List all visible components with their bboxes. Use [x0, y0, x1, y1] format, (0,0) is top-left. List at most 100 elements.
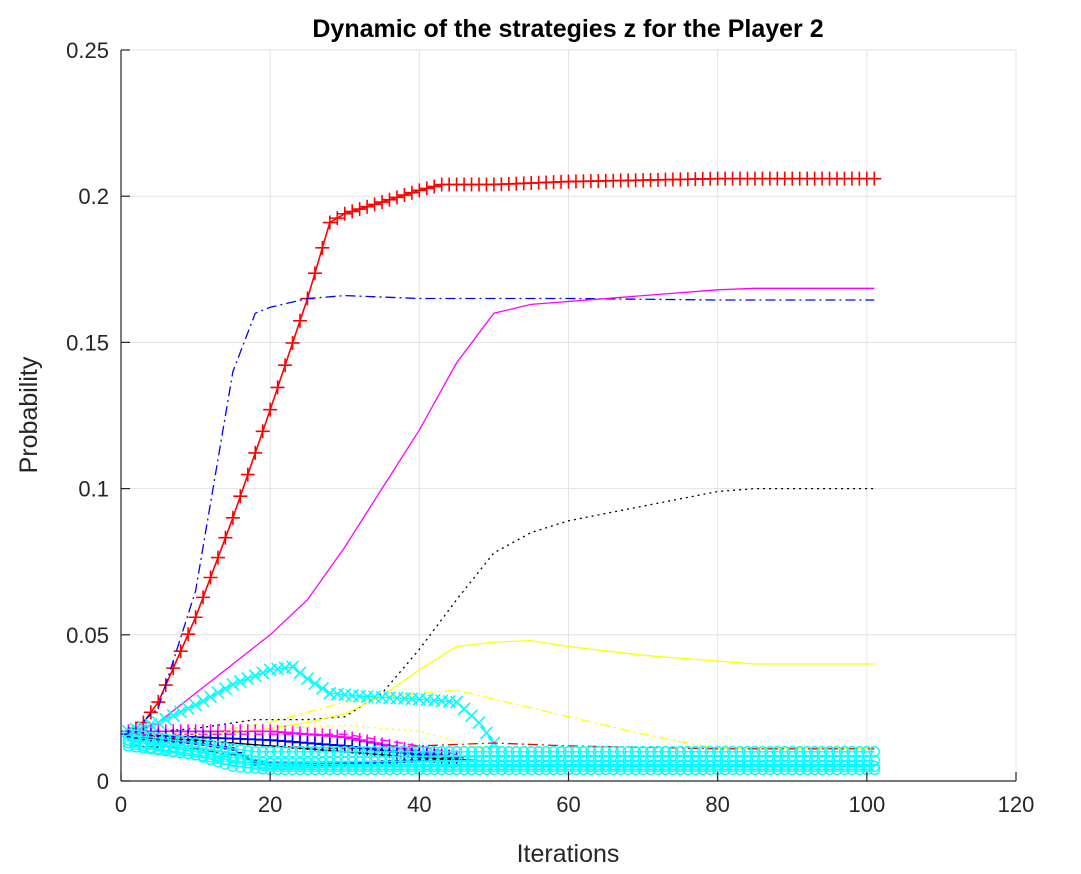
series-18-marker-70 — [644, 760, 657, 773]
series-18-marker-66 — [615, 760, 627, 773]
series-17-marker-86 — [764, 763, 776, 776]
series-18-marker-41 — [428, 760, 440, 773]
series-17-marker-53 — [518, 763, 530, 776]
series-17-marker-51 — [503, 763, 515, 776]
series-15-marker-22 — [286, 746, 299, 758]
series-18-marker-90 — [794, 760, 806, 773]
series-17-marker-77 — [697, 763, 709, 776]
series-16-marker-57 — [547, 754, 560, 767]
series-18-marker-59 — [562, 760, 575, 773]
series-15-marker-11 — [204, 739, 217, 752]
series-18-marker-5 — [160, 745, 172, 757]
series-18-marker-50 — [495, 760, 508, 773]
series-18-marker-21 — [279, 760, 291, 773]
series-17-marker-83 — [741, 763, 754, 776]
series-18-marker-75 — [682, 760, 694, 773]
series-18-marker-40 — [421, 760, 433, 773]
series-16-marker-47 — [473, 754, 485, 767]
series-18-marker-17 — [249, 758, 261, 770]
series-16-marker-63 — [592, 754, 605, 767]
series-18-marker-57 — [547, 760, 560, 773]
series-17-marker-93 — [816, 763, 828, 776]
series-17-marker-48 — [480, 763, 493, 776]
series-18-marker-22 — [286, 760, 299, 773]
series-18-marker-93 — [816, 760, 828, 773]
series-18-marker-39 — [413, 760, 426, 773]
series-17-marker-40 — [421, 763, 433, 776]
series-0-marker-20 — [270, 380, 285, 395]
series-17-marker-85 — [756, 763, 769, 776]
series-17-marker-50 — [495, 763, 508, 776]
series-0-marker-35 — [382, 192, 397, 207]
series-16-marker-79 — [711, 754, 724, 767]
series-15-marker-85 — [756, 746, 769, 758]
series-6-marker-4 — [151, 715, 165, 730]
series-6-marker-9 — [189, 698, 203, 712]
series-16-marker-81 — [726, 754, 739, 767]
series-17-marker-35 — [383, 763, 396, 776]
series-18-marker-23 — [294, 760, 306, 773]
series-17-marker-72 — [659, 763, 672, 776]
series-16-marker-54 — [525, 754, 537, 767]
series-17-marker-44 — [450, 763, 463, 776]
series-18-marker-89 — [786, 760, 798, 773]
series-line-3 — [128, 487, 875, 735]
series-18-marker-18 — [257, 759, 269, 771]
series-1 — [128, 294, 875, 735]
series-15-marker-56 — [540, 746, 552, 758]
series-18-marker-31 — [353, 760, 366, 773]
series-15-marker-74 — [674, 746, 687, 758]
series-15-marker-19 — [264, 746, 276, 758]
series-16-marker-87 — [771, 754, 784, 767]
series-6-marker-23 — [293, 666, 307, 680]
series-15-marker-83 — [741, 746, 754, 758]
series-0-marker-13 — [218, 530, 233, 545]
series-17-marker-25 — [309, 763, 321, 776]
series-15-marker-57 — [547, 746, 560, 758]
series-16-marker-42 — [436, 755, 448, 767]
series-16-marker-51 — [503, 754, 515, 767]
series-15-marker-92 — [808, 746, 821, 758]
series-15-marker-76 — [689, 746, 701, 758]
x-tick-label-5: 100 — [848, 792, 885, 817]
y-tick-label-4: 0.2 — [78, 184, 109, 209]
series-17-marker-58 — [555, 763, 567, 776]
y-axis-label: Probability — [15, 356, 43, 473]
series-line-4 — [128, 639, 875, 738]
series-15-marker-95 — [831, 746, 843, 758]
series-0-marker-31 — [352, 202, 367, 217]
series-18-marker-46 — [465, 760, 478, 773]
series-15-marker-78 — [704, 746, 716, 758]
series-18-marker-43 — [443, 760, 455, 773]
series-17 — [122, 737, 880, 776]
series-0-marker-25 — [307, 266, 322, 281]
series-6-marker-24 — [300, 672, 315, 686]
series-15-marker-80 — [719, 746, 731, 758]
series-17-marker-36 — [391, 763, 403, 776]
series-18-marker-96 — [838, 760, 851, 773]
series-18-marker-33 — [368, 760, 381, 773]
series-18-marker-99 — [861, 760, 873, 773]
series-15-marker-93 — [816, 746, 828, 758]
series-17-marker-96 — [838, 763, 851, 776]
series-16-marker-59 — [562, 754, 575, 767]
series-15-marker-5 — [160, 733, 172, 745]
series-18-marker-63 — [592, 760, 605, 773]
series-16-marker-78 — [704, 754, 716, 767]
series-17-marker-23 — [294, 763, 306, 776]
series-18-marker-36 — [391, 760, 403, 773]
series-15-marker-90 — [794, 746, 806, 758]
y-tick-label-5: 0.25 — [66, 38, 109, 63]
series-17-marker-37 — [398, 763, 411, 776]
series-0-marker-12 — [210, 550, 225, 565]
series-16-marker-89 — [786, 754, 798, 767]
series-0-marker-100 — [867, 171, 882, 186]
series-17-marker-62 — [585, 763, 597, 776]
series-0-marker-16 — [240, 467, 255, 482]
series-15-marker-97 — [846, 746, 858, 758]
series-18-marker-34 — [376, 760, 388, 773]
series-13 — [128, 724, 495, 753]
series-15-marker-98 — [853, 746, 866, 758]
chart-title: Dynamic of the strategies z for the Play… — [312, 15, 823, 43]
